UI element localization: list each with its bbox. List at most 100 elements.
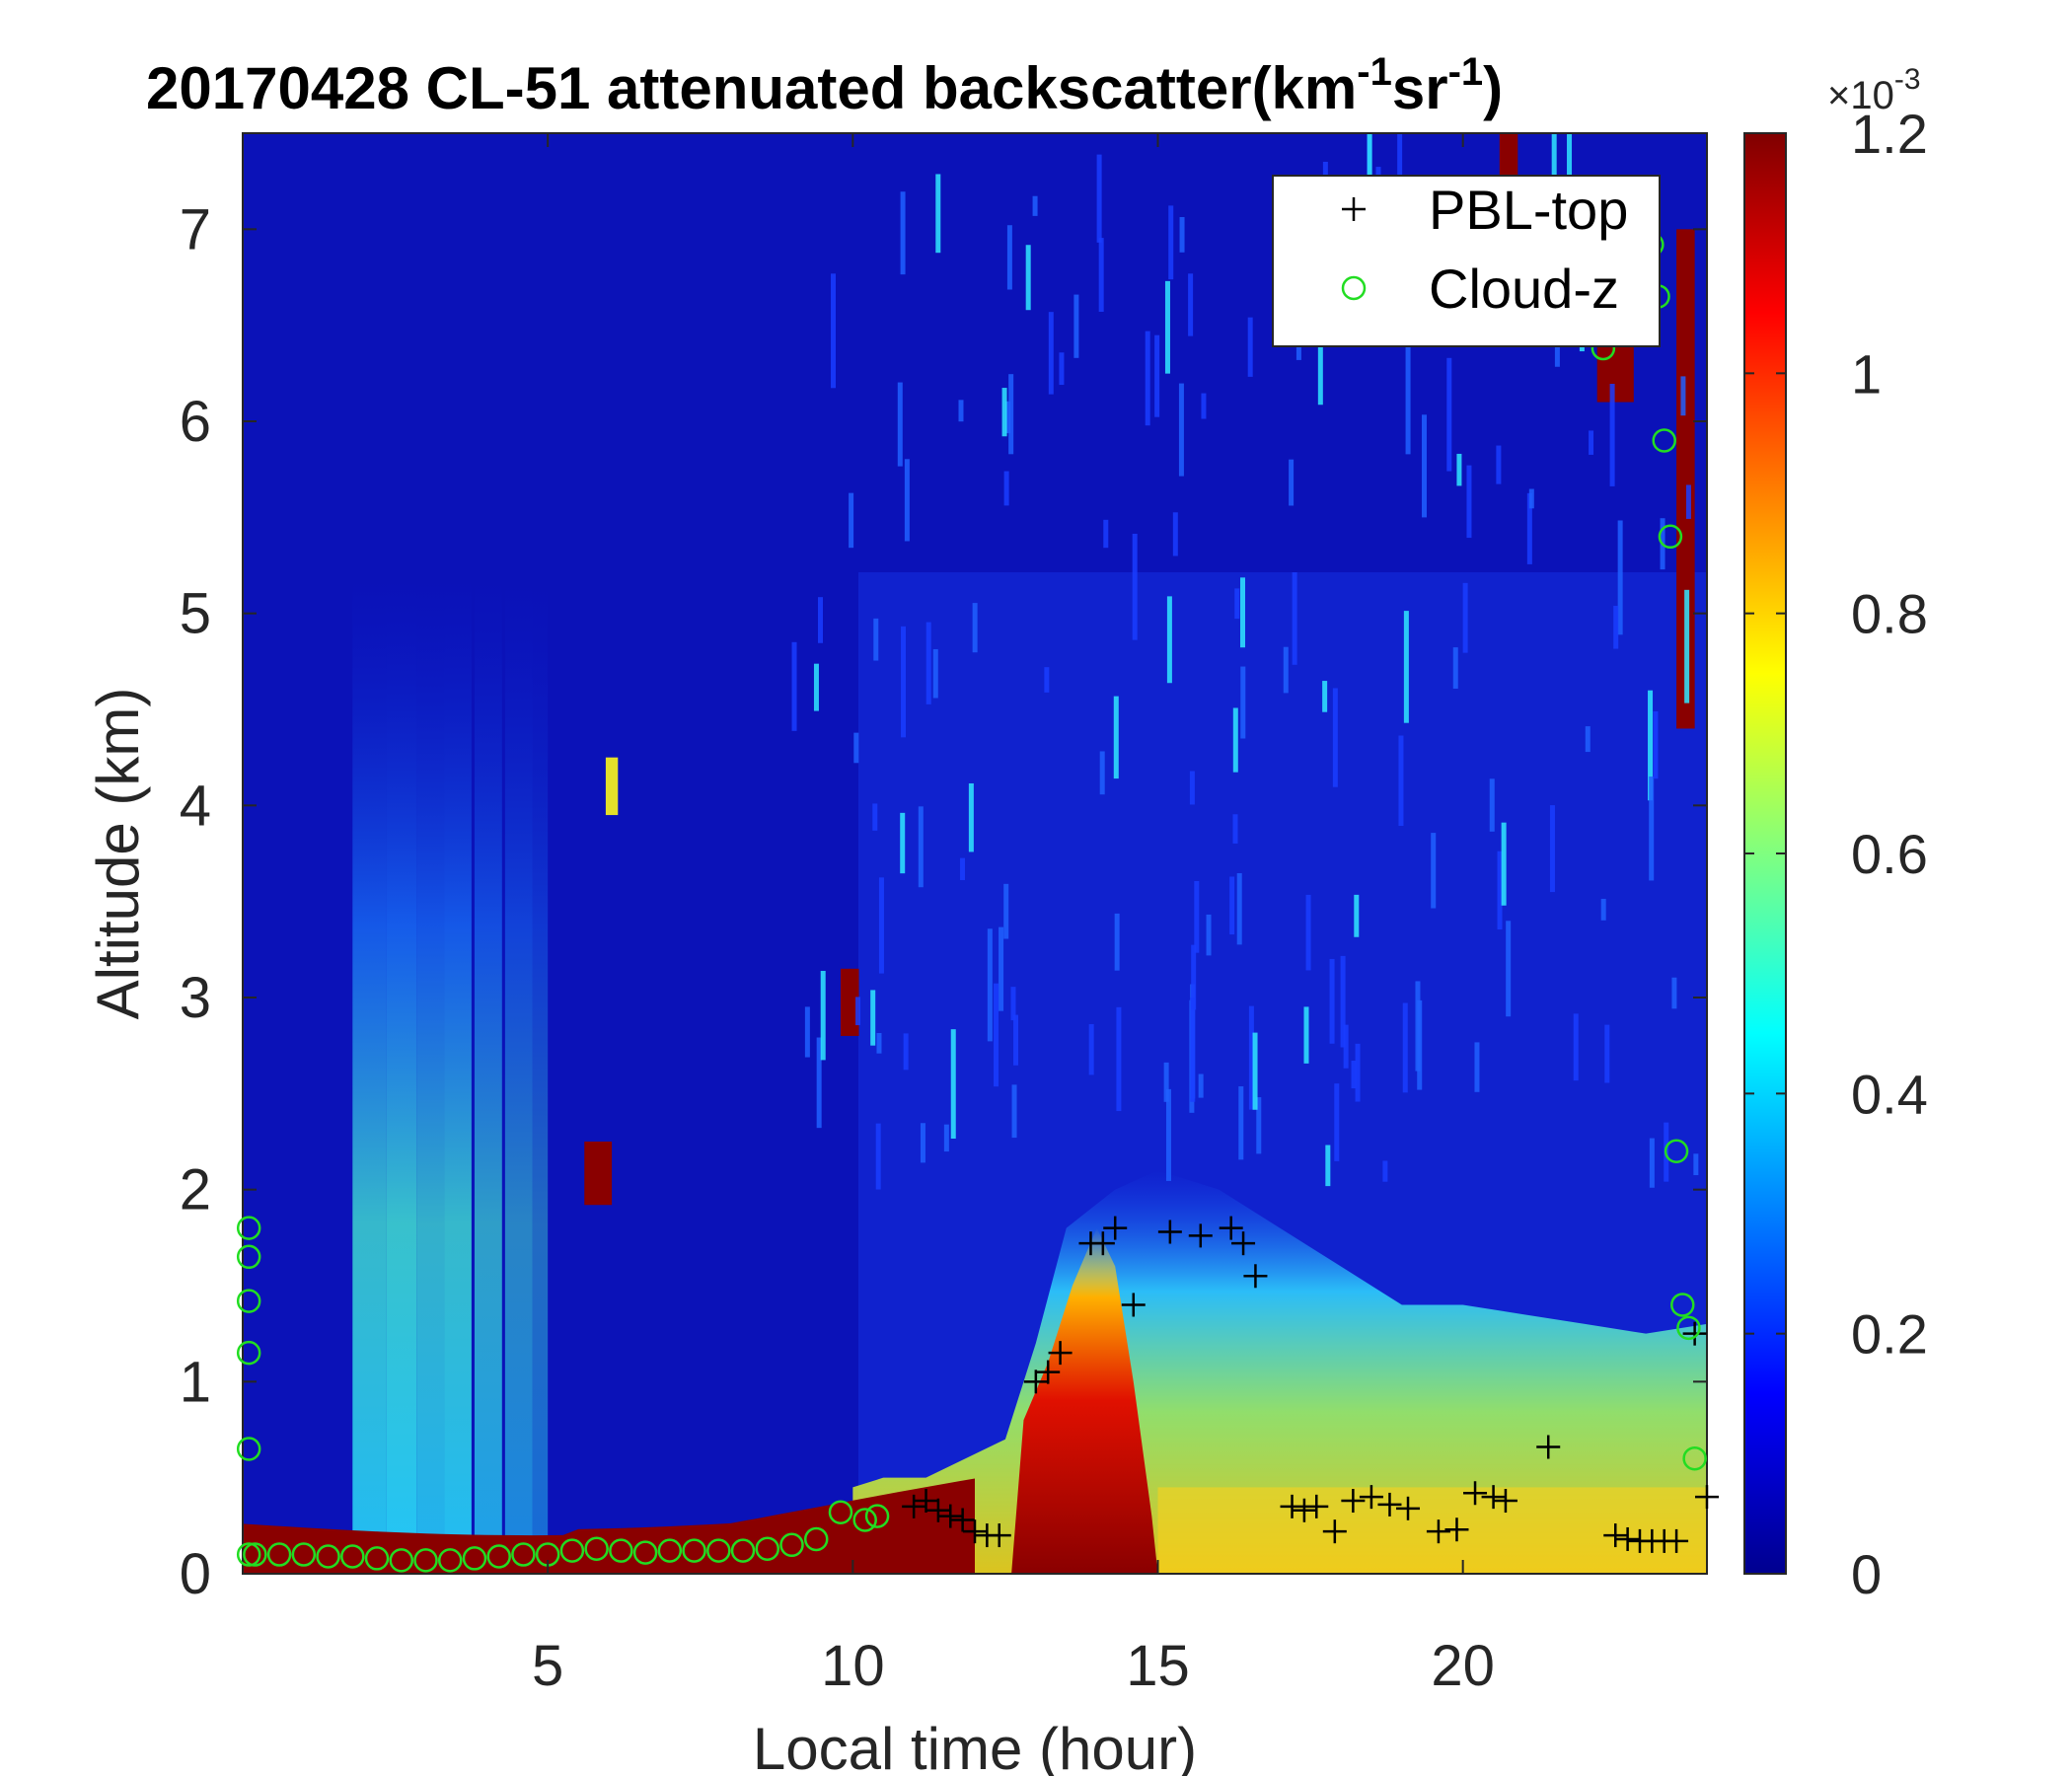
cloud-z-marker	[1676, 1315, 1701, 1341]
backscatter-streak	[920, 1123, 925, 1163]
plot-frame	[242, 132, 1708, 1575]
pbl-top-marker	[1036, 1360, 1061, 1384]
cloud-z-marker	[437, 1548, 463, 1573]
pbl-top-marker	[1103, 1216, 1128, 1240]
backscatter-streak	[1397, 133, 1403, 212]
backscatter-streak	[1164, 280, 1170, 374]
cloud-z-marker	[236, 1437, 261, 1461]
haze-column	[474, 574, 502, 1574]
heatmap-field	[243, 133, 1707, 1574]
backscatter-streak	[1168, 205, 1174, 280]
backscatter-streak	[1011, 1084, 1017, 1139]
backscatter-streak	[960, 857, 966, 880]
backscatter-streak	[1551, 133, 1557, 178]
x-axis: 5 10 15 20	[532, 133, 1495, 1698]
backscatter-streak	[1466, 465, 1472, 539]
backscatter-streak	[999, 926, 1004, 1011]
cloud-z-marker	[609, 1538, 633, 1563]
backscatter-streak	[1229, 876, 1235, 935]
convective-peak	[1011, 1227, 1158, 1574]
night-haze-columns	[352, 574, 549, 1574]
legend-box	[1272, 175, 1661, 347]
backscatter-streak	[1351, 1061, 1357, 1089]
backscatter-streak	[1501, 822, 1507, 906]
backscatter-streak	[1604, 1024, 1610, 1083]
backscatter-streak	[932, 648, 938, 699]
backscatter-streak	[1609, 383, 1615, 486]
backscatter-streak	[875, 1123, 881, 1190]
cloud-z-marker	[511, 1542, 536, 1567]
backscatter-streak	[1402, 1002, 1408, 1093]
pbl-top-marker	[950, 1508, 975, 1532]
haze-column	[504, 574, 533, 1574]
backscatter-streak	[1048, 312, 1054, 395]
backscatter-streak	[1431, 833, 1437, 909]
haze-column	[386, 574, 417, 1574]
pbl-top-marker	[1444, 1517, 1469, 1542]
cloud-z-marker	[236, 1244, 261, 1270]
backscatter-streak	[1613, 605, 1619, 649]
backscatter-streak	[1567, 133, 1573, 204]
cloud-z-marker	[340, 1544, 365, 1569]
colorbar-tick-label: 0.2	[1851, 1303, 1928, 1366]
backscatter-streak	[1303, 1006, 1309, 1064]
backscatter-streak	[1194, 880, 1200, 953]
pbl-top-marker	[1157, 1220, 1182, 1244]
y-tick-label: 5	[180, 582, 211, 646]
backscatter-streak	[1236, 873, 1242, 945]
backscatter-streak	[1103, 519, 1109, 549]
backscatter-streak	[1648, 690, 1654, 801]
cloud-patch	[1676, 229, 1695, 729]
pbl-top-marker	[1304, 1494, 1329, 1518]
backscatter-streak	[901, 626, 907, 738]
backscatter-streak	[1506, 921, 1512, 1017]
pbl-top-marker	[1219, 1216, 1243, 1240]
backscatter-streak	[925, 622, 931, 704]
cloud-z-marker	[486, 1544, 511, 1569]
backscatter-streak	[1497, 851, 1503, 930]
backscatter-streak	[904, 459, 910, 542]
backscatter-streak	[1240, 666, 1246, 739]
backscatter-streak	[1005, 401, 1011, 434]
backscatter-streak	[872, 803, 878, 831]
backscatter-streak	[1032, 195, 1038, 216]
pbl-top-marker	[1243, 1264, 1268, 1289]
colorbar-multiplier: ×10-3	[1827, 63, 1921, 117]
cloud-z-marker	[730, 1538, 756, 1563]
cloud-z-marker	[413, 1548, 438, 1573]
backscatter-streak	[1234, 588, 1240, 620]
y-tick-label: 7	[180, 197, 211, 261]
backscatter-streak	[972, 603, 978, 653]
pbl-top-marker	[1426, 1519, 1450, 1544]
colorbar-tick-label: 0.8	[1851, 583, 1928, 645]
cloud-z-marker	[1682, 1445, 1707, 1471]
legend-marker-circle	[1341, 275, 1367, 301]
backscatter-streak	[1343, 1024, 1349, 1069]
backscatter-streak	[1201, 393, 1207, 419]
chart-title: 20170428 CL-51 attenuated backscatter(km…	[146, 50, 1503, 121]
backscatter-streak	[1489, 778, 1495, 832]
backscatter-streak	[1355, 1043, 1361, 1102]
backscatter-streak	[1585, 726, 1591, 753]
backscatter-streak	[1289, 459, 1295, 506]
cloud-z-marker	[364, 1546, 390, 1571]
cloud-z-marker	[316, 1544, 340, 1569]
backscatter-streak	[1098, 238, 1104, 312]
backscatter-streak	[831, 273, 837, 389]
backscatter-streak	[1528, 488, 1534, 509]
haze-column	[416, 574, 445, 1574]
backscatter-streak	[1238, 1086, 1244, 1160]
backscatter-streak	[853, 732, 859, 764]
backscatter-streak	[1010, 987, 1016, 1021]
backscatter-streak	[1340, 955, 1346, 1048]
backscatter-streak	[1179, 217, 1185, 253]
cloud-z-marker	[657, 1538, 683, 1563]
pbl-top-marker	[1463, 1481, 1488, 1506]
backscatter-streak	[900, 191, 906, 275]
pbl-top-marker	[1048, 1341, 1073, 1366]
backscatter-streak	[1001, 388, 1007, 437]
pbl-top-marker	[1396, 1496, 1421, 1520]
cloud-patch	[584, 1142, 613, 1206]
cloud-z-marker	[1664, 1139, 1689, 1163]
x-tick-label: 5	[532, 1634, 563, 1698]
